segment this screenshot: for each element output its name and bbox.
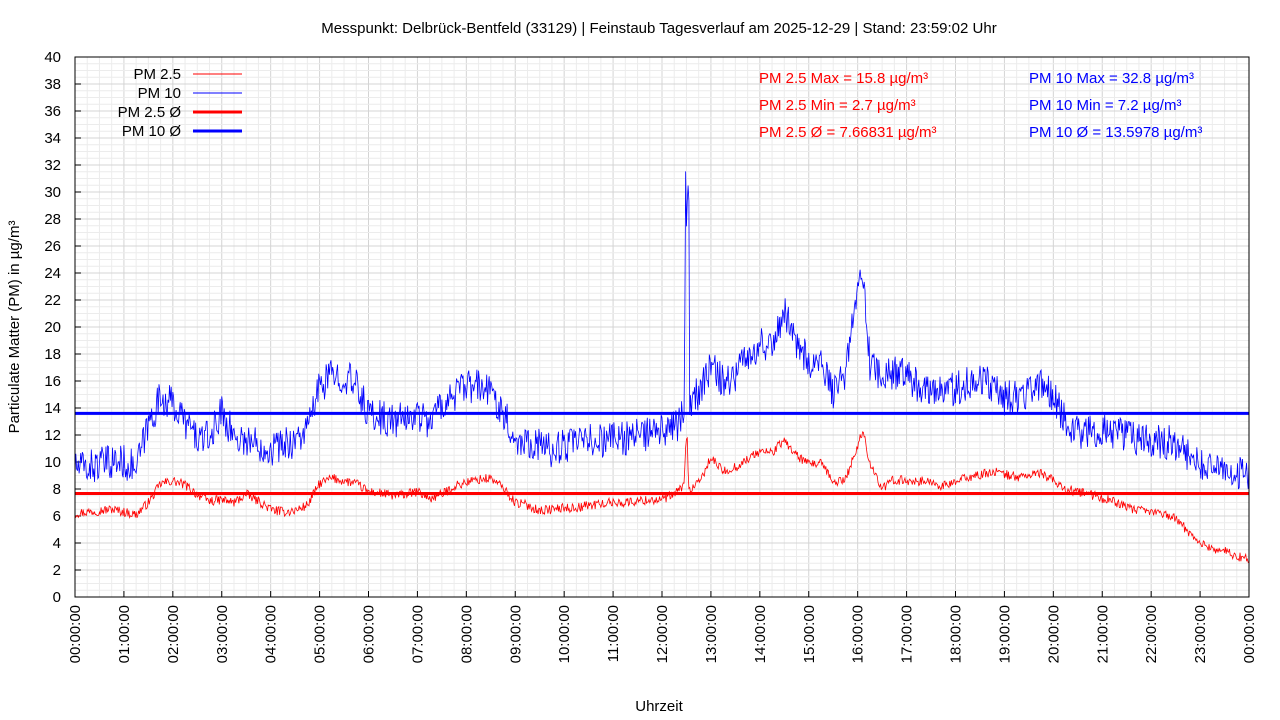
- x-tick-label: 04:00:00: [263, 605, 280, 663]
- y-tick-label: 12: [44, 427, 61, 444]
- y-tick-label: 34: [44, 130, 61, 147]
- y-tick-label: 4: [53, 535, 61, 552]
- y-tick-label: 28: [44, 211, 61, 228]
- series-line-pm25: [74, 431, 1250, 564]
- y-tick-label: 0: [53, 589, 61, 606]
- x-tick-label: 02:00:00: [165, 605, 182, 663]
- y-tick-label: 22: [44, 292, 61, 309]
- stat-pm25-max: PM 2.5 Max = 15.8 µg/m³: [759, 70, 928, 87]
- legend-label-pm25-avg: PM 2.5 Ø: [118, 104, 182, 121]
- y-tick-label: 14: [44, 400, 61, 417]
- y-tick-label: 32: [44, 157, 61, 174]
- x-tick-label: 03:00:00: [214, 605, 231, 663]
- y-tick-label: 20: [44, 319, 61, 336]
- x-tick-label: 14:00:00: [752, 605, 769, 663]
- x-tick-label: 21:00:00: [1094, 605, 1111, 663]
- x-tick-label: 16:00:00: [850, 605, 867, 663]
- series-line-pm10: [74, 171, 1250, 490]
- axis-ticks: 024681012141618202224262830323436384000:…: [44, 49, 1258, 663]
- y-tick-label: 8: [53, 481, 61, 498]
- x-tick-label: 13:00:00: [703, 605, 720, 663]
- x-tick-label: 20:00:00: [1045, 605, 1062, 663]
- y-tick-label: 16: [44, 373, 61, 390]
- y-tick-label: 30: [44, 184, 61, 201]
- x-tick-label: 09:00:00: [507, 605, 524, 663]
- stat-pm10-max: PM 10 Max = 32.8 µg/m³: [1029, 70, 1194, 87]
- chart-title: Messpunkt: Delbrück-Bentfeld (33129) | F…: [321, 20, 996, 37]
- y-tick-label: 10: [44, 454, 61, 471]
- x-tick-label: 22:00:00: [1143, 605, 1160, 663]
- legend-label-pm10-avg: PM 10 Ø: [122, 123, 182, 140]
- y-tick-label: 36: [44, 103, 61, 120]
- x-tick-label: 08:00:00: [458, 605, 475, 663]
- x-tick-label: 01:00:00: [116, 605, 133, 663]
- x-tick-label: 07:00:00: [409, 605, 426, 663]
- y-tick-label: 2: [53, 562, 61, 579]
- x-tick-label: 05:00:00: [312, 605, 329, 663]
- stat-pm25-avg: PM 2.5 Ø = 7.66831 µg/m³: [759, 124, 936, 141]
- plot-frame: [74, 56, 1250, 598]
- stats-pm10: PM 10 Max = 32.8 µg/m³ PM 10 Min = 7.2 µ…: [1029, 70, 1202, 141]
- x-tick-label: 15:00:00: [801, 605, 818, 663]
- x-axis-label: Uhrzeit: [635, 698, 683, 715]
- legend: PM 2.5 PM 10 PM 2.5 Ø PM 10 Ø: [118, 66, 242, 140]
- stat-pm10-avg: PM 10 Ø = 13.5978 µg/m³: [1029, 124, 1202, 141]
- y-tick-label: 38: [44, 76, 61, 93]
- y-tick-label: 6: [53, 508, 61, 525]
- stat-pm25-min: PM 2.5 Min = 2.7 µg/m³: [759, 97, 916, 114]
- stat-pm10-min: PM 10 Min = 7.2 µg/m³: [1029, 97, 1181, 114]
- legend-label-pm10: PM 10: [138, 85, 181, 102]
- x-tick-label: 12:00:00: [654, 605, 671, 663]
- y-tick-label: 18: [44, 346, 61, 363]
- y-tick-label: 40: [44, 49, 61, 66]
- x-tick-label: 06:00:00: [361, 605, 378, 663]
- x-tick-label: 19:00:00: [996, 605, 1013, 663]
- x-tick-label: 17:00:00: [899, 605, 916, 663]
- y-axis-label: Particulate Matter (PM) in µg/m³: [6, 221, 23, 434]
- series-layer: [74, 171, 1250, 564]
- x-tick-label: 00:00:00: [1241, 605, 1258, 663]
- x-tick-label: 18:00:00: [948, 605, 965, 663]
- x-tick-label: 10:00:00: [556, 605, 573, 663]
- x-tick-label: 23:00:00: [1192, 605, 1209, 663]
- stats-pm25: PM 2.5 Max = 15.8 µg/m³ PM 2.5 Min = 2.7…: [759, 70, 936, 141]
- x-tick-label: 11:00:00: [605, 605, 622, 662]
- y-tick-label: 26: [44, 238, 61, 255]
- y-tick-label: 24: [44, 265, 61, 282]
- legend-label-pm25: PM 2.5: [133, 66, 181, 83]
- x-tick-label: 00:00:00: [67, 605, 84, 663]
